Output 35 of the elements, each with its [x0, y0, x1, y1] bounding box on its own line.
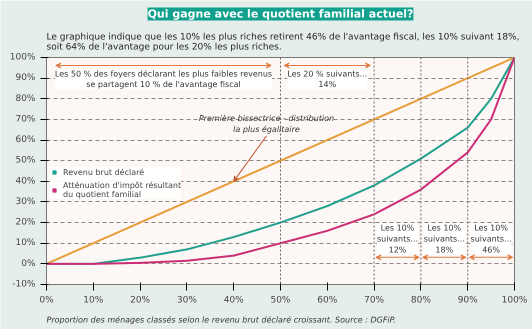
x-tick-label: 10% [83, 296, 104, 306]
y-tick-label: 90% [15, 73, 36, 84]
legend-label: Atténuation d'impôt résultant du quotient familial [63, 181, 182, 199]
band-label: Les 10% suivants... 46% [470, 224, 512, 254]
x-tick-label: 70% [364, 296, 385, 306]
y-tick-label: 40% [15, 176, 36, 186]
band-label: Les 50 % des foyers déclarant les plus faibles revenus se partagent 10 % de l'avantage fiscal [54, 69, 272, 90]
x-tick-label: 0% [39, 296, 54, 306]
x-tick-label: 20% [130, 296, 151, 306]
chart-title: Qui gagne avec le quotient familial actuel? [148, 8, 414, 20]
y-tick-label: 10% [15, 238, 36, 248]
y-tick-label: 50% [15, 156, 36, 166]
y-tick-label: 30% [15, 196, 36, 207]
x-tick-label: 100% [502, 296, 528, 306]
y-tick-label: 60% [15, 135, 36, 146]
text: Proportion des ménages classés selon le revenu brut déclaré croissant. Source : DGFiP. [46, 316, 396, 324]
y-tick-label: 20% [15, 218, 36, 228]
legend-label: Revenu brut déclaré [63, 167, 144, 177]
x-tick-label: 60% [317, 296, 338, 306]
x-tick-label: 40% [224, 296, 244, 306]
line-series [46, 58, 514, 265]
y-tick-label: 70% [15, 114, 36, 124]
x-tick-label: 80% [410, 296, 432, 306]
x-tick-label: 30% [176, 296, 198, 306]
x-tick-label: 90% [458, 296, 478, 306]
x-tick-label: 50% [270, 296, 291, 306]
y-tick-label: 0% [21, 258, 36, 269]
band-label: Les 10% suivants... 12% [376, 224, 418, 254]
y-tick-label: -10% [12, 280, 36, 290]
band-label: Les 10% suivants... 18% [424, 224, 465, 254]
chart-subtitle: Le graphique indique que les 10% les plus riches retirent 46% de l'avantage fiscal, les 10% suivant 18%, soit 64% de l'avantage pour les 20% les plus riches. [46, 32, 520, 52]
band-label: Les 20 % suivants... 14% [287, 69, 368, 90]
annotation: Première bissectrice - distribution la plus égalitaire [198, 114, 334, 134]
y-tick-label: 80% [15, 94, 36, 104]
y-tick-label: 100% [10, 52, 36, 62]
